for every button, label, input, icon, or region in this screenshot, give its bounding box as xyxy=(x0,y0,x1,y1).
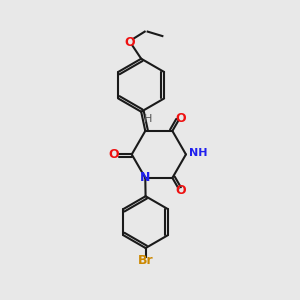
Text: O: O xyxy=(175,184,186,197)
Text: O: O xyxy=(175,112,186,125)
Text: N: N xyxy=(140,171,151,184)
Text: O: O xyxy=(125,36,135,49)
Text: Br: Br xyxy=(138,254,153,267)
Text: NH: NH xyxy=(189,148,208,158)
Text: H: H xyxy=(144,114,152,124)
Text: O: O xyxy=(109,148,119,161)
